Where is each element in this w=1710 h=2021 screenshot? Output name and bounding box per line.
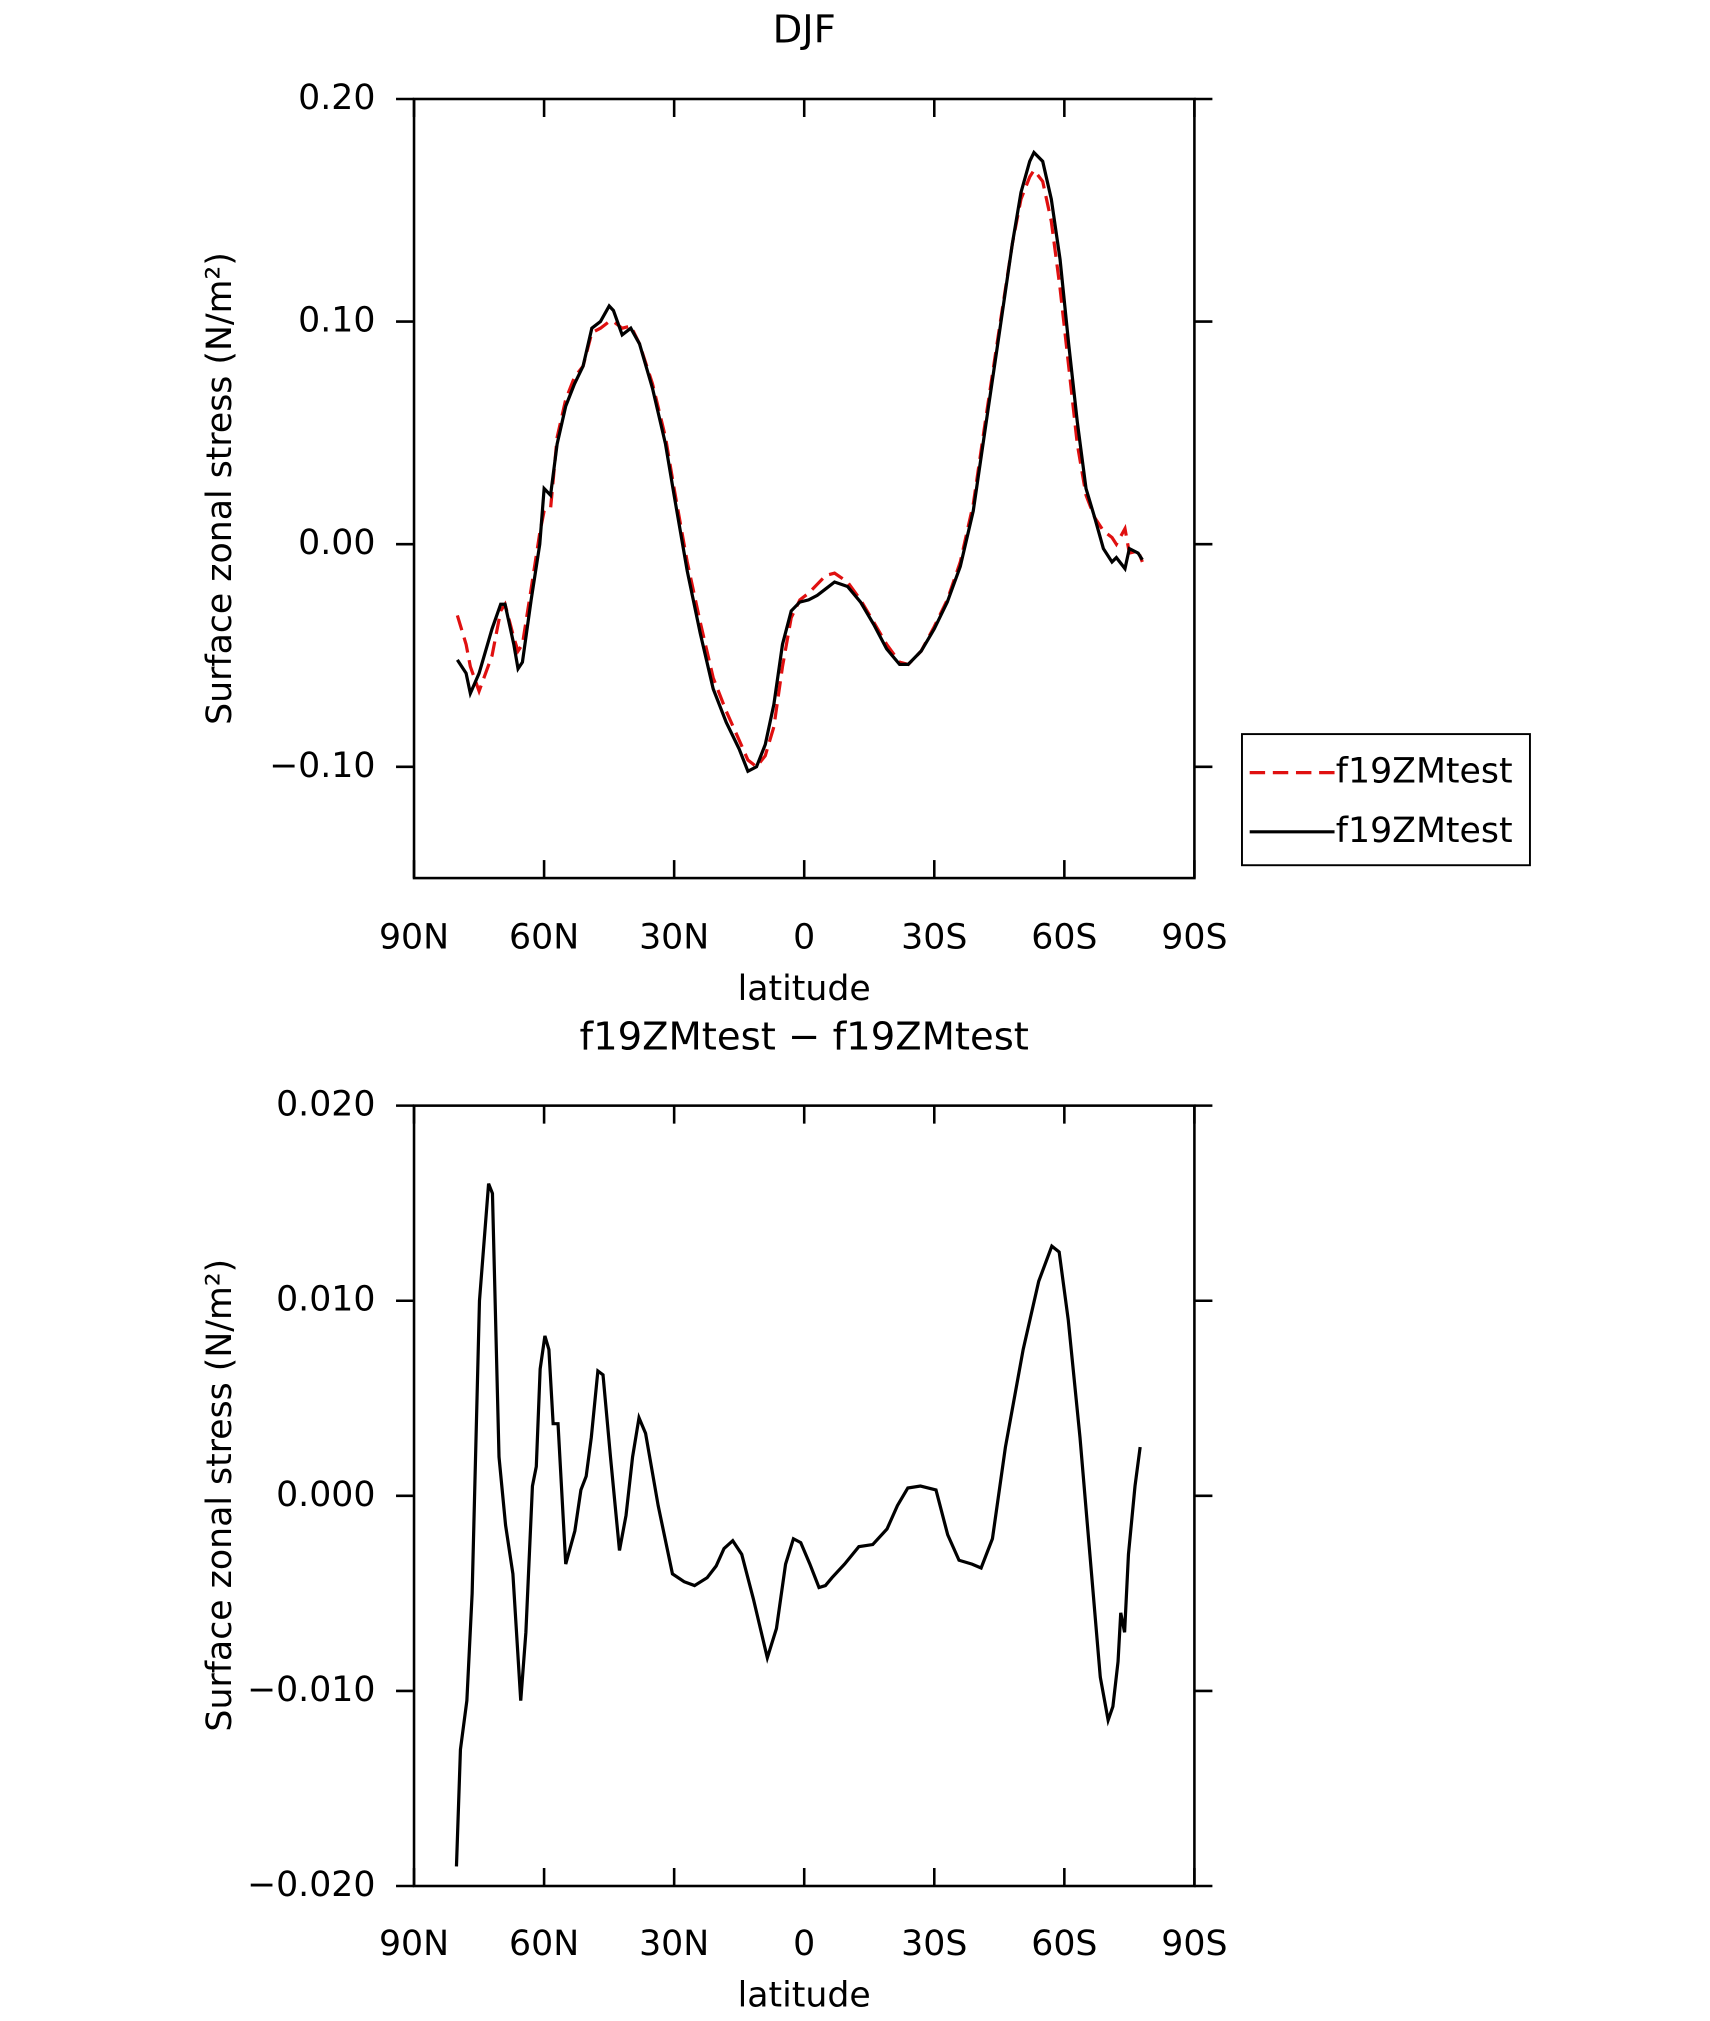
x-tick-label: 30N — [639, 1924, 709, 1964]
legend-box — [1241, 733, 1531, 867]
x-tick-label: 0 — [793, 918, 815, 958]
y-tick-label: −0.010 — [247, 1670, 375, 1710]
x-tick-label: 30S — [901, 1924, 967, 1964]
x-axis-label: latitude — [738, 1976, 871, 2016]
y-tick-label: 0.020 — [276, 1085, 375, 1125]
chart-title: DJF — [773, 8, 836, 53]
data-line — [456, 149, 1144, 774]
legend-label: f19ZMtest — [1336, 752, 1513, 792]
data-line — [455, 167, 1144, 769]
y-tick-label: 0.20 — [298, 78, 375, 118]
y-axis-label: Surface zonal stress (N/m²) — [200, 252, 240, 725]
y-tick-label: 0.010 — [276, 1280, 375, 1320]
x-tick-label: 30S — [901, 918, 967, 958]
x-tick-label: 0 — [793, 1924, 815, 1964]
x-tick-label: 90S — [1161, 918, 1227, 958]
x-tick-label: 60S — [1031, 918, 1097, 958]
x-tick-label: 60S — [1031, 1924, 1097, 1964]
x-tick-label: 60N — [509, 918, 579, 958]
y-tick-label: −0.020 — [247, 1865, 375, 1905]
plot-frame — [412, 1104, 1196, 1888]
y-tick-label: −0.10 — [269, 746, 375, 786]
legend-label: f19ZMtest — [1336, 811, 1513, 851]
x-tick-label: 30N — [639, 918, 709, 958]
x-tick-label: 60N — [509, 1924, 579, 1964]
x-tick-label: 90N — [379, 918, 449, 958]
chart-title: f19ZMtest − f19ZMtest — [579, 1014, 1028, 1059]
y-axis-label: Surface zonal stress (N/m²) — [200, 1259, 240, 1732]
data-line — [454, 1183, 1142, 1867]
plot-frame — [412, 97, 1196, 880]
y-tick-label: 0.10 — [298, 301, 375, 341]
x-tick-label: 90N — [379, 1924, 449, 1964]
x-axis-label: latitude — [738, 969, 871, 1009]
y-tick-label: 0.00 — [298, 523, 375, 563]
y-tick-label: 0.000 — [276, 1475, 375, 1515]
x-tick-label: 90S — [1161, 1924, 1227, 1964]
